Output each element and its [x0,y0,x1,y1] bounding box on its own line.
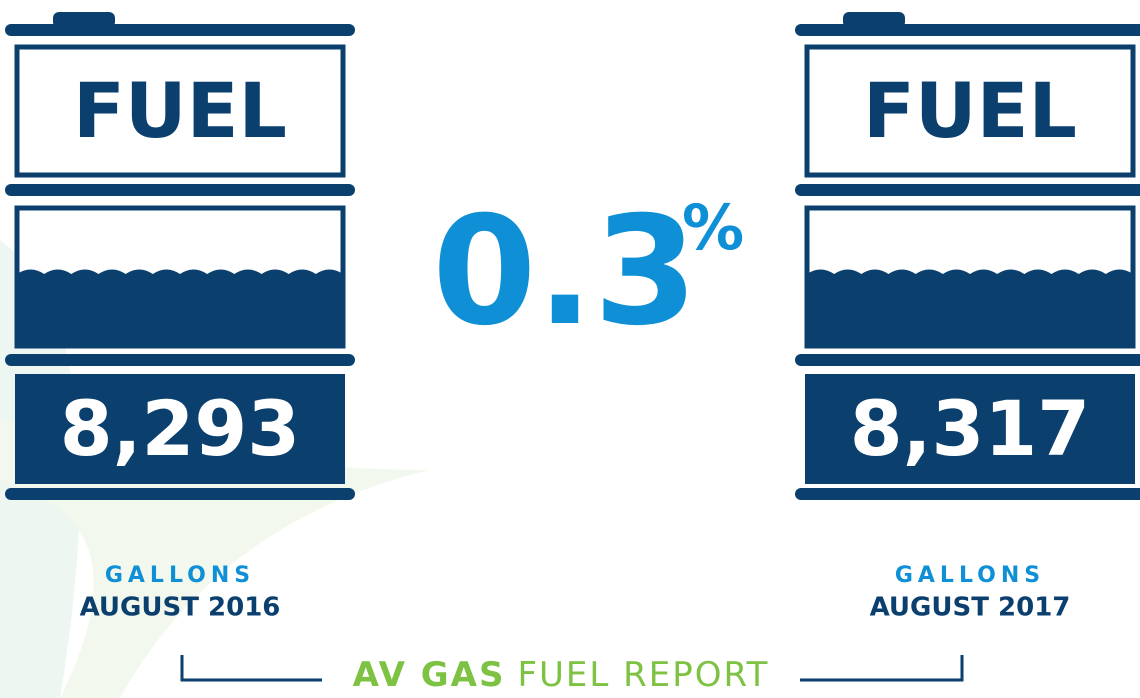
barrel-rim [795,354,1140,366]
footer-rest: FUEL REPORT [517,655,769,695]
barrel-rim [5,354,355,366]
change-unit: % [682,191,744,264]
label-box [804,44,1136,178]
bracket-left [180,655,322,682]
footer-highlight: AV GAS [353,655,506,695]
barrels: FUEL 8,293 GALLONS AUGUST 2016 FUEL 8,317 GALL… [5,12,1140,623]
footer: AV GAS FUEL REPORT [353,655,770,695]
barrel-rim [795,24,1140,36]
barrel-rim [5,24,355,36]
amount-box [15,374,345,484]
fuel-level [17,269,343,346]
barrel-amount: 8,317 [850,384,1090,473]
amount-box [805,374,1135,484]
change-value: 0.3 [432,185,698,359]
barrel-unit: GALLONS [105,563,255,588]
barrel-rim [5,488,355,500]
barrel-rim [5,184,355,196]
barrel-amount: 8,293 [60,384,300,473]
bracket-right [800,655,964,682]
barrel-rim [795,488,1140,500]
barrel-label: FUEL [73,66,287,155]
barrel-unit: GALLONS [895,563,1045,588]
label-box [14,44,346,178]
barrel-rim [795,184,1140,196]
barrel-label: FUEL [863,66,1077,155]
barrel-date: AUGUST 2017 [870,593,1071,623]
fuel-level [807,269,1133,346]
barrel-date: AUGUST 2016 [80,593,281,623]
